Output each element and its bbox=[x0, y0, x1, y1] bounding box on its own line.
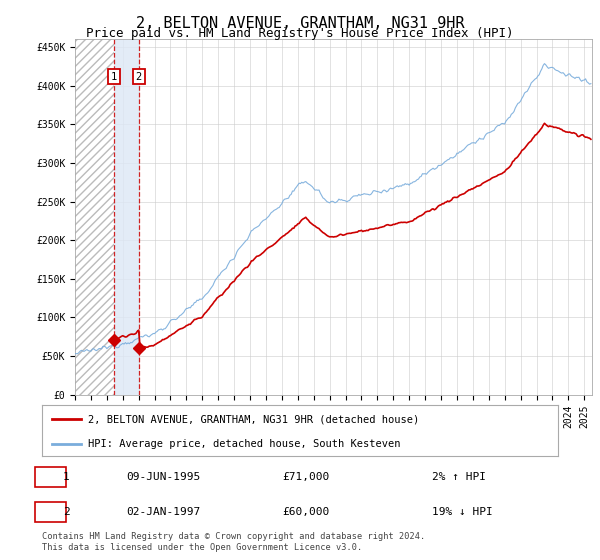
Bar bbox=[114, 39, 139, 395]
Text: 09-JUN-1995: 09-JUN-1995 bbox=[126, 472, 200, 482]
Text: 2% ↑ HPI: 2% ↑ HPI bbox=[432, 472, 486, 482]
Text: Price paid vs. HM Land Registry's House Price Index (HPI): Price paid vs. HM Land Registry's House … bbox=[86, 27, 514, 40]
Text: £71,000: £71,000 bbox=[282, 472, 329, 482]
Text: 2: 2 bbox=[63, 507, 70, 517]
Text: Contains HM Land Registry data © Crown copyright and database right 2024.
This d: Contains HM Land Registry data © Crown c… bbox=[42, 532, 425, 552]
Bar bbox=[75, 39, 114, 395]
Text: £60,000: £60,000 bbox=[282, 507, 329, 517]
Text: HPI: Average price, detached house, South Kesteven: HPI: Average price, detached house, Sout… bbox=[88, 438, 401, 449]
Text: 02-JAN-1997: 02-JAN-1997 bbox=[126, 507, 200, 517]
Text: 2, BELTON AVENUE, GRANTHAM, NG31 9HR (detached house): 2, BELTON AVENUE, GRANTHAM, NG31 9HR (de… bbox=[88, 414, 419, 424]
Text: 19% ↓ HPI: 19% ↓ HPI bbox=[432, 507, 493, 517]
Text: 1: 1 bbox=[63, 472, 70, 482]
Text: 1: 1 bbox=[111, 72, 117, 82]
Text: 2: 2 bbox=[136, 72, 142, 82]
Text: 2, BELTON AVENUE, GRANTHAM, NG31 9HR: 2, BELTON AVENUE, GRANTHAM, NG31 9HR bbox=[136, 16, 464, 31]
